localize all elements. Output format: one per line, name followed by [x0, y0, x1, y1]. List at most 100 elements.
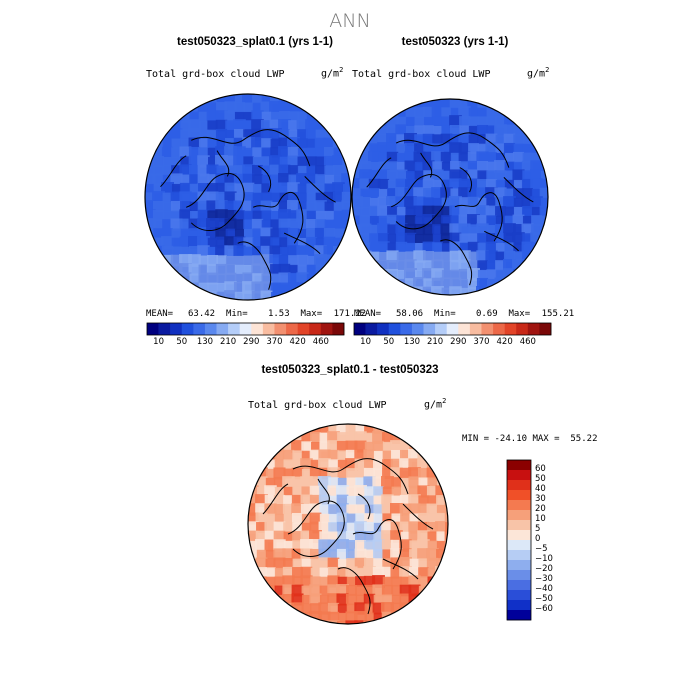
colorbar-tick-label: 370 — [473, 337, 490, 347]
colorbar-swatch — [469, 323, 482, 335]
colorbar-tick-label: 50 — [383, 337, 395, 347]
panel2-units: g/m2 — [527, 66, 550, 80]
colorbar-swatch — [481, 323, 494, 335]
colorbar-swatch — [446, 323, 459, 335]
colorbar-swatch — [493, 323, 505, 335]
colorbar-swatch — [216, 323, 229, 335]
panel3-polar-map — [247, 423, 449, 625]
panel3-variable-label: Total grd-box cloud LWP — [248, 400, 387, 411]
colorbar-swatch — [507, 530, 531, 541]
coastline — [252, 192, 304, 244]
colorbar-tick-label: 130 — [403, 337, 421, 347]
coastline — [357, 493, 371, 520]
colorbar-tick-label: 370 — [266, 337, 283, 347]
colorbar-swatch — [181, 323, 194, 335]
colorbar-swatch — [297, 323, 310, 335]
colorbar-tick-label: 10 — [535, 514, 546, 524]
colorbar-swatch — [507, 510, 531, 521]
colorbar-tick-label: −5 — [535, 544, 548, 554]
colorbar-swatch — [507, 540, 531, 551]
coastline — [262, 483, 289, 515]
colorbar-tick-label: 60 — [535, 464, 546, 474]
coastline — [160, 155, 187, 188]
colorbar-swatch — [320, 323, 333, 335]
colorbar-swatch — [228, 323, 241, 335]
coastline — [454, 192, 503, 242]
colorbar-swatch — [262, 323, 275, 335]
colorbar-tick-label: −20 — [535, 564, 553, 574]
coastline — [287, 500, 345, 557]
panel2-stats: MEAN= 58.06 Min= 0.69 Max= 155.21 — [354, 309, 575, 319]
colorbar-tick-label: 420 — [496, 337, 513, 347]
colorbar-swatch — [309, 323, 322, 335]
colorbar-swatch — [507, 520, 531, 531]
colorbar-swatch — [507, 490, 531, 501]
colorbar-swatch — [365, 323, 378, 335]
colorbar-swatch — [400, 323, 413, 335]
panel3-stats: MIN = -24.10 MAX = 55.22 — [462, 434, 598, 444]
coastline — [420, 152, 433, 178]
coastline — [283, 232, 321, 255]
colorbar-swatch — [507, 580, 531, 591]
coastline — [459, 167, 473, 193]
colorbar-swatch — [388, 323, 401, 335]
colorbar-swatch — [204, 323, 217, 335]
colorbar-tick-label: −60 — [535, 604, 553, 614]
panel3-units: g/m2 — [424, 397, 447, 411]
colorbar-tick-label: −50 — [535, 594, 553, 604]
colorbar-swatch — [239, 323, 252, 335]
colorbar-swatch — [507, 570, 531, 581]
coastline — [237, 241, 272, 290]
colorbar-swatch — [274, 323, 287, 335]
panel1-title: test050323_splat0.1 (yrs 1-1) — [177, 36, 333, 48]
colorbar-swatch — [507, 500, 531, 511]
colorbar-tick-label: −10 — [535, 554, 553, 564]
colorbar-tick-label: 0 — [535, 534, 541, 544]
panel1-colorbar-labels: 10 50 130 210 290 370 420 460 — [0, 337, 700, 349]
coastline — [402, 503, 434, 530]
panel1-units: g/m2 — [321, 66, 344, 80]
coastline — [216, 150, 230, 177]
colorbar-tick-label: 290 — [243, 337, 260, 347]
colorbar-swatch — [354, 323, 366, 335]
panel3-colorbar-labels: 60 50 40 30 20 10 5 0 −5 −10 −20 −30 −40 −50 −60 — [535, 460, 575, 630]
panel2-colorbar — [353, 322, 552, 336]
coastline — [484, 230, 519, 252]
colorbar-swatch — [423, 323, 436, 335]
colorbar-swatch — [527, 323, 540, 335]
colorbar-tick-label: 460 — [519, 337, 536, 347]
colorbar-tick-label: 30 — [535, 494, 546, 504]
colorbar-swatch — [158, 323, 171, 335]
panel3-title: test050323_splat0.1 - test050323 — [261, 364, 439, 376]
colorbar-swatch — [507, 560, 531, 571]
figure-title: ANN — [329, 10, 371, 32]
panel3-colorbar — [506, 459, 532, 621]
colorbar-tick-label: 460 — [312, 337, 329, 347]
colorbar-swatch — [507, 550, 531, 561]
colorbar-swatch — [286, 323, 298, 335]
panel2-polar-map — [351, 98, 549, 296]
coastline — [292, 458, 409, 495]
colorbar-tick-label: 10 — [360, 337, 371, 347]
panel1-variable-label: Total grd-box cloud LWP — [146, 69, 285, 80]
colorbar-tick-label: 210 — [426, 337, 444, 347]
coastline — [366, 157, 392, 188]
colorbar-tick-label: −30 — [535, 574, 553, 584]
colorbar-swatch — [507, 460, 531, 471]
colorbar-swatch — [507, 480, 531, 491]
colorbar-tick-label: 210 — [219, 337, 237, 347]
colorbar-swatch — [170, 323, 183, 335]
colorbar-swatch — [507, 610, 531, 621]
coastline — [191, 129, 311, 167]
coastline — [382, 558, 419, 580]
coastline — [503, 177, 534, 203]
colorbar-swatch — [193, 323, 206, 335]
colorbar-tick-label: 5 — [535, 524, 541, 534]
colorbar-tick-label: 50 — [176, 337, 188, 347]
panel1-polar-map — [144, 93, 352, 301]
colorbar-tick-label: 20 — [535, 504, 546, 514]
colorbar-tick-label: −40 — [535, 584, 553, 594]
colorbar-swatch — [504, 323, 517, 335]
colorbar-tick-label: 40 — [535, 484, 546, 494]
colorbar-tick-label: 50 — [535, 474, 546, 484]
